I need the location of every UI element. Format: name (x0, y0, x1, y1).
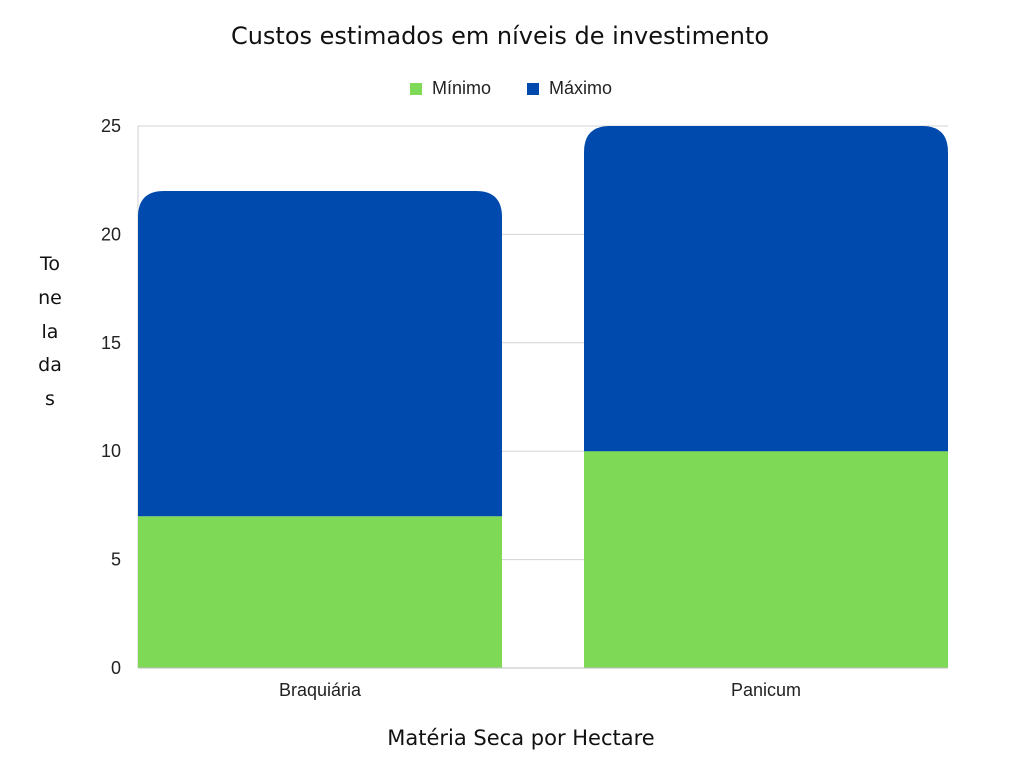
y-tick-label-0: 0 (111, 658, 121, 678)
x-tick-label-1: Panicum (731, 680, 801, 700)
bar-minimo-braquiaria (138, 516, 502, 668)
y-tick-label-5: 5 (111, 550, 121, 570)
legend: Mínimo Máximo (410, 78, 638, 99)
x-axis-title: Matéria Seca por Hectare (387, 726, 655, 750)
legend-item-minimo: Mínimo (410, 78, 491, 99)
y-axis-title: Toneladas (38, 253, 62, 411)
legend-swatch-minimo (410, 82, 422, 95)
chart-title: Custos estimados em níveis de investimen… (230, 22, 770, 50)
legend-label-maximo: Máximo (549, 78, 613, 98)
bar-minimo-panicum (584, 451, 948, 668)
legend-item-maximo: Máximo (527, 78, 612, 99)
y-tick-label-15: 15 (101, 333, 121, 353)
legend-label-minimo: Mínimo (432, 78, 492, 98)
x-tick-label-0: Braquiária (279, 680, 362, 700)
y-tick-label-25: 25 (101, 116, 121, 136)
bar-maximo-braquiaria (138, 191, 502, 517)
bar-maximo-panicum (584, 126, 948, 452)
y-tick-label-10: 10 (101, 441, 121, 461)
legend-swatch-maximo (527, 82, 540, 95)
y-tick-label-20: 20 (101, 224, 121, 244)
